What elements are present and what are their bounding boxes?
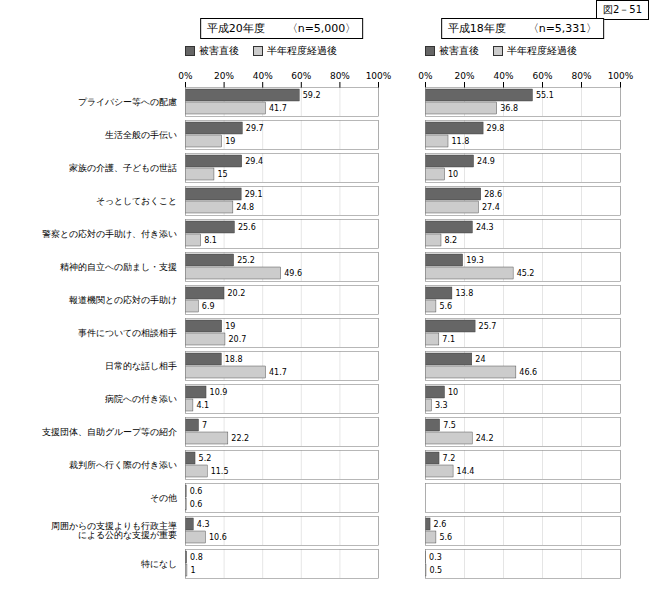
svg-text:5.2: 5.2 <box>199 454 212 463</box>
html-text:被害直後: 被害直後 <box>199 45 239 56</box>
svg-text:2.6: 2.6 <box>434 520 447 529</box>
svg-text:29.4: 29.4 <box>245 157 263 166</box>
svg-text:0%: 0% <box>418 71 433 81</box>
svg-text:24.9: 24.9 <box>477 157 495 166</box>
svg-text:家族の介護、子どもの世話: 家族の介護、子どもの世話 <box>69 163 177 173</box>
svg-text:0.6: 0.6 <box>190 487 203 496</box>
svg-text:14.4: 14.4 <box>457 467 475 476</box>
svg-text:そっとしておくこと: そっとしておくこと <box>96 196 177 206</box>
svg-text:28.6: 28.6 <box>484 190 502 199</box>
svg-text:病院への付き添い: 病院への付き添い <box>105 394 177 404</box>
svg-text:その他: その他 <box>150 493 177 503</box>
svg-text:80%: 80% <box>571 71 591 81</box>
svg-text:41.7: 41.7 <box>269 368 287 377</box>
svg-text:周囲からの支援よりも行政主導による公的な支援が重要: 周囲からの支援よりも行政主導による公的な支援が重要 <box>51 521 177 540</box>
svg-text:10.6: 10.6 <box>209 533 227 542</box>
svg-text:25.6: 25.6 <box>238 223 256 232</box>
svg-text:8.2: 8.2 <box>444 236 457 245</box>
svg-text:49.6: 49.6 <box>284 269 302 278</box>
svg-text:生活全般の手伝い: 生活全般の手伝い <box>105 130 177 140</box>
svg-text:5.6: 5.6 <box>439 302 452 311</box>
svg-text:59.2: 59.2 <box>303 91 321 100</box>
svg-text:7.2: 7.2 <box>443 454 456 463</box>
html-text:平成20年度 〈n=5,000〉: 平成20年度 〈n=5,000〉 <box>206 22 357 35</box>
svg-text:特になし: 特になし <box>141 559 177 569</box>
svg-text:精神的自立への励まし・支援: 精神的自立への励まし・支援 <box>60 262 177 272</box>
svg-text:7: 7 <box>202 421 207 430</box>
svg-text:45.2: 45.2 <box>517 269 535 278</box>
svg-text:20.7: 20.7 <box>228 335 246 344</box>
svg-text:60%: 60% <box>291 71 311 81</box>
svg-text:15: 15 <box>217 170 227 179</box>
svg-text:19.3: 19.3 <box>466 256 484 265</box>
svg-text:4.1: 4.1 <box>196 401 209 410</box>
svg-text:0.6: 0.6 <box>190 500 203 509</box>
svg-text:5.6: 5.6 <box>439 533 452 542</box>
svg-text:19: 19 <box>225 322 235 331</box>
svg-text:18.8: 18.8 <box>225 355 243 364</box>
svg-text:10: 10 <box>448 388 458 397</box>
html-text:図2－51: 図2－51 <box>602 4 642 15</box>
svg-text:36.8: 36.8 <box>500 104 518 113</box>
svg-text:29.1: 29.1 <box>245 190 263 199</box>
svg-text:3.3: 3.3 <box>435 401 448 410</box>
svg-text:11.8: 11.8 <box>452 137 470 146</box>
svg-text:0.5: 0.5 <box>429 566 442 575</box>
svg-text:事件についての相談相手: 事件についての相談相手 <box>78 328 177 338</box>
svg-text:46.6: 46.6 <box>519 368 537 377</box>
svg-text:20.2: 20.2 <box>227 289 245 298</box>
html-text:被害直後: 被害直後 <box>439 45 479 56</box>
svg-text:24.2: 24.2 <box>476 434 494 443</box>
svg-text:11.5: 11.5 <box>211 467 229 476</box>
svg-text:支援団体、自助グループ等の紹介: 支援団体、自助グループ等の紹介 <box>42 427 177 437</box>
svg-text:10.9: 10.9 <box>210 388 228 397</box>
svg-text:29.7: 29.7 <box>246 124 264 133</box>
svg-text:41.7: 41.7 <box>269 104 287 113</box>
svg-text:80%: 80% <box>330 71 350 81</box>
svg-text:24.3: 24.3 <box>476 223 494 232</box>
svg-text:13.8: 13.8 <box>455 289 473 298</box>
svg-text:10: 10 <box>448 170 458 179</box>
svg-text:8.1: 8.1 <box>204 236 217 245</box>
svg-text:24: 24 <box>475 355 485 364</box>
svg-text:0.8: 0.8 <box>190 553 203 562</box>
svg-text:22.2: 22.2 <box>231 434 249 443</box>
html-text:半年程度経過後: 半年程度経過後 <box>507 45 577 56</box>
svg-text:27.4: 27.4 <box>482 203 500 212</box>
html-text:半年程度経過後: 半年程度経過後 <box>267 45 337 56</box>
svg-text:60%: 60% <box>532 71 552 81</box>
svg-text:100%: 100% <box>366 71 392 81</box>
svg-text:7.1: 7.1 <box>442 335 455 344</box>
svg-text:25.7: 25.7 <box>479 322 497 331</box>
svg-text:25.2: 25.2 <box>237 256 255 265</box>
svg-text:裁判所へ行く際の付き添い: 裁判所へ行く際の付き添い <box>69 460 177 470</box>
svg-text:19: 19 <box>225 137 235 146</box>
html-text:平成18年度 〈n=5,331〉: 平成18年度 〈n=5,331〉 <box>447 22 598 35</box>
svg-text:29.8: 29.8 <box>487 124 505 133</box>
svg-text:24.8: 24.8 <box>236 203 254 212</box>
svg-text:0%: 0% <box>178 71 193 81</box>
svg-text:1: 1 <box>190 566 195 575</box>
svg-text:プライバシー等への配慮: プライバシー等への配慮 <box>78 97 177 107</box>
svg-text:0.3: 0.3 <box>429 553 442 562</box>
svg-text:報道機関との応対の手助け: 報道機関との応対の手助け <box>69 295 177 305</box>
svg-text:40%: 40% <box>493 71 513 81</box>
svg-text:警察との応対の手助け、付き添い: 警察との応対の手助け、付き添い <box>42 229 177 239</box>
svg-text:40%: 40% <box>253 71 273 81</box>
svg-text:20%: 20% <box>454 71 474 81</box>
svg-text:55.1: 55.1 <box>536 91 554 100</box>
svg-text:日常的な話し相手: 日常的な話し相手 <box>105 361 177 371</box>
svg-text:4.3: 4.3 <box>197 520 210 529</box>
svg-text:100%: 100% <box>608 71 634 81</box>
svg-text:20%: 20% <box>214 71 234 81</box>
svg-text:6.9: 6.9 <box>202 302 215 311</box>
svg-text:7.5: 7.5 <box>443 421 456 430</box>
